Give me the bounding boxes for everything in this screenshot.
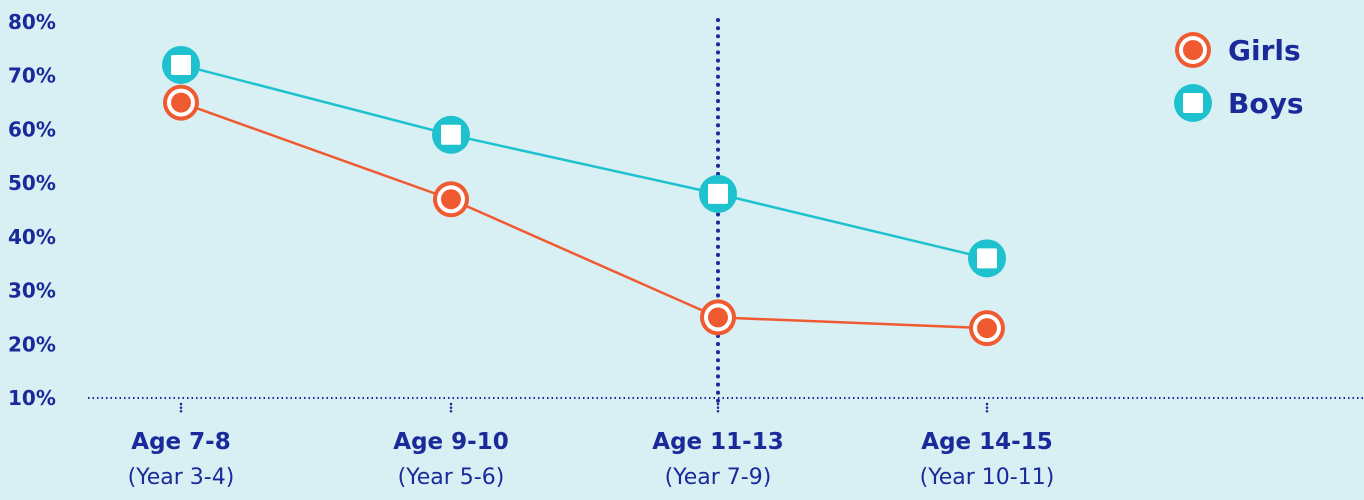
legend-marker-boys	[1174, 84, 1212, 122]
data-point-girls	[433, 181, 469, 218]
legend-marker-girls	[1175, 32, 1211, 68]
chart-legend: Girls Boys	[1174, 32, 1304, 122]
data-point-boys	[699, 174, 737, 213]
y-axis-ticks: 10% 20% 30% 40% 50% 60% 70% 80%	[8, 10, 56, 410]
x-axis-ticks: Age 7-8 (Year 3-4) Age 9-10 (Year 5-6) Age 1…	[128, 402, 1055, 490]
data-point-girls	[700, 299, 736, 336]
legend-label-girls: Girls	[1228, 34, 1301, 67]
y-tick-label: 20%	[8, 332, 56, 356]
x-tick-label: Age 14-15	[921, 429, 1052, 455]
x-tick-label: Age 7-8	[131, 429, 230, 455]
chart-series	[162, 45, 1006, 347]
legend-label-boys: Boys	[1228, 87, 1304, 120]
data-point-boys	[432, 115, 470, 154]
y-tick-label: 70%	[8, 64, 56, 88]
data-point-girls	[969, 310, 1005, 347]
data-point-boys	[162, 45, 200, 84]
x-tick-sublabel: (Year 10-11)	[920, 465, 1055, 490]
y-tick-label: 60%	[8, 117, 56, 141]
series-line-boys	[180, 63, 988, 260]
y-tick-label: 50%	[8, 171, 56, 195]
x-tick-label: Age 11-13	[652, 429, 783, 455]
x-tick-sublabel: (Year 5-6)	[398, 465, 505, 490]
y-tick-label: 30%	[8, 279, 56, 303]
y-tick-label: 40%	[8, 225, 56, 249]
y-tick-label: 10%	[8, 386, 56, 410]
y-tick-label: 80%	[8, 10, 56, 34]
x-tick-sublabel: (Year 7-9)	[665, 465, 772, 490]
x-tick-label: Age 9-10	[393, 429, 508, 455]
chart-grid	[88, 18, 1364, 404]
series-line-girls	[180, 101, 988, 330]
x-tick-sublabel: (Year 3-4)	[128, 465, 235, 490]
data-point-girls	[163, 84, 199, 121]
data-point-boys	[968, 239, 1006, 278]
